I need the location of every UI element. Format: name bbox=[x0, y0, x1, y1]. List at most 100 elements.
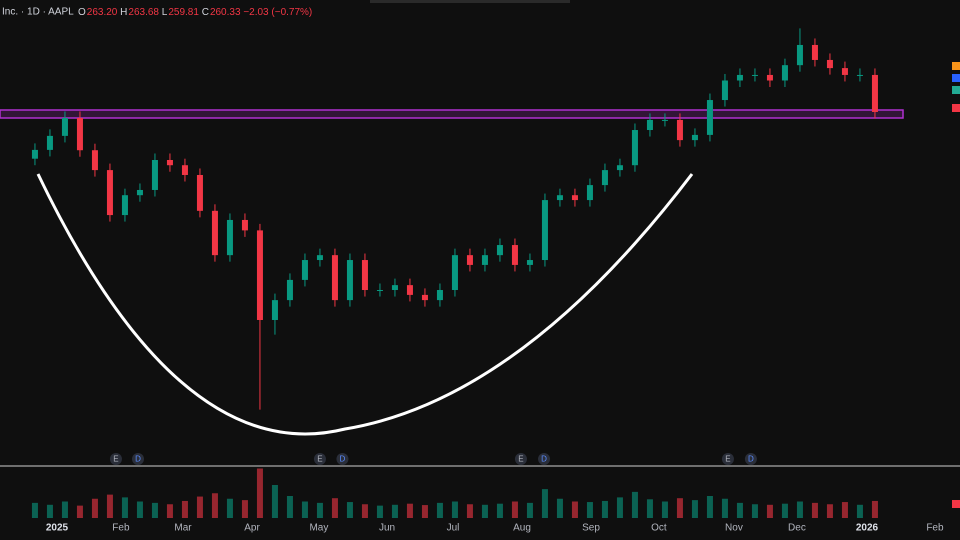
candle-body bbox=[301, 260, 308, 280]
candle-body bbox=[361, 260, 368, 291]
candle-body bbox=[676, 119, 683, 141]
candle-body bbox=[31, 149, 38, 159]
x-tick-label: Feb bbox=[926, 523, 944, 534]
candle-body bbox=[196, 174, 203, 211]
ohlc-key: C bbox=[202, 7, 209, 18]
volume-bar bbox=[391, 504, 398, 518]
volume-bar bbox=[526, 502, 533, 518]
event-label: D bbox=[748, 455, 754, 464]
volume-bar bbox=[121, 497, 128, 518]
x-tick-label: Aug bbox=[513, 523, 531, 534]
volume-bar bbox=[106, 494, 113, 518]
ohlc-key: O bbox=[78, 7, 86, 18]
candle-body bbox=[121, 195, 128, 216]
volume-bar bbox=[31, 502, 38, 518]
volume-bar bbox=[331, 498, 338, 518]
ohlc-value: 263.20 bbox=[87, 7, 118, 18]
candle-body bbox=[811, 44, 818, 60]
volume-bar bbox=[166, 504, 173, 518]
candle-body bbox=[406, 285, 413, 295]
volume-bar bbox=[436, 502, 443, 518]
candle-body bbox=[601, 170, 608, 186]
candle-body bbox=[496, 245, 503, 256]
volume-bar bbox=[301, 501, 308, 518]
candle-body bbox=[736, 74, 743, 81]
volume-bar bbox=[751, 504, 758, 518]
event-marker bbox=[132, 453, 144, 465]
candle-body bbox=[841, 68, 848, 75]
candle-body bbox=[706, 100, 713, 135]
volume-bar bbox=[796, 501, 803, 518]
volume-bar bbox=[676, 498, 683, 518]
x-tick-label: May bbox=[309, 523, 328, 534]
candle-body bbox=[91, 150, 98, 171]
volume-bar bbox=[451, 501, 458, 518]
volume-bar bbox=[421, 505, 428, 518]
volume-bar bbox=[586, 502, 593, 518]
volume-bar bbox=[181, 500, 188, 518]
change: −2.03 (−0.77%) bbox=[243, 7, 312, 18]
tag-red bbox=[952, 104, 960, 112]
candle-body bbox=[586, 185, 593, 201]
volume-bar bbox=[196, 496, 203, 518]
volume-bar bbox=[706, 496, 713, 518]
candle-body bbox=[211, 210, 218, 256]
event-marker bbox=[744, 453, 757, 465]
candle-body bbox=[616, 165, 623, 171]
volume-bar bbox=[766, 504, 773, 518]
volume-bar bbox=[346, 502, 353, 518]
volume-bar bbox=[511, 501, 518, 518]
candle-body bbox=[391, 285, 398, 291]
candle-body bbox=[721, 80, 728, 101]
volume-bar bbox=[841, 502, 848, 518]
volume-bar bbox=[211, 493, 218, 518]
volume-bar bbox=[826, 504, 833, 518]
volume-bar bbox=[286, 496, 293, 518]
volume-bar bbox=[871, 500, 878, 518]
candle-body bbox=[256, 230, 263, 320]
volume-bar bbox=[556, 498, 563, 518]
candle-body bbox=[76, 117, 83, 151]
volume-bar bbox=[781, 503, 788, 518]
header: Inc. · 1D · AAPL O263.20 H263.68 L259.81… bbox=[2, 7, 312, 18]
volume-bar bbox=[226, 498, 233, 518]
candle-body bbox=[856, 74, 863, 76]
volume-bar bbox=[856, 504, 863, 518]
candle-body bbox=[436, 290, 443, 301]
event-marker bbox=[109, 453, 122, 465]
x-tick-label: Nov bbox=[725, 523, 743, 534]
candle-body bbox=[556, 195, 563, 201]
volume-bar bbox=[91, 498, 98, 518]
ohlc-value: 260.33 bbox=[210, 7, 241, 18]
candle-body bbox=[646, 119, 653, 131]
event-marker bbox=[538, 453, 551, 465]
candle-body bbox=[871, 74, 878, 112]
candle-body bbox=[571, 195, 578, 201]
volume-bar bbox=[481, 504, 488, 518]
volume-bar bbox=[721, 498, 728, 518]
volume-bar bbox=[271, 485, 278, 518]
candle-body bbox=[451, 255, 458, 291]
ohlc-key: H bbox=[120, 7, 127, 18]
volume-bar bbox=[736, 502, 743, 518]
x-tick-label: Jul bbox=[447, 523, 460, 534]
ohlc-value: 263.68 bbox=[128, 7, 159, 18]
volume-bar bbox=[61, 501, 68, 518]
candle-body bbox=[241, 219, 248, 231]
event-marker bbox=[313, 453, 326, 465]
x-tick-label: Apr bbox=[244, 523, 260, 534]
candle-body bbox=[541, 200, 548, 261]
volume-bar bbox=[241, 500, 248, 518]
event-label: D bbox=[541, 455, 547, 464]
x-tick-label: Feb bbox=[112, 523, 130, 534]
volume-bar bbox=[691, 500, 698, 518]
volume-bar bbox=[811, 502, 818, 518]
event-label: E bbox=[518, 455, 523, 464]
event-marker bbox=[721, 453, 734, 465]
cup-curve bbox=[36, 173, 694, 436]
candle-body bbox=[61, 117, 68, 136]
volume-bar bbox=[361, 504, 368, 518]
volume-bar bbox=[646, 499, 653, 518]
